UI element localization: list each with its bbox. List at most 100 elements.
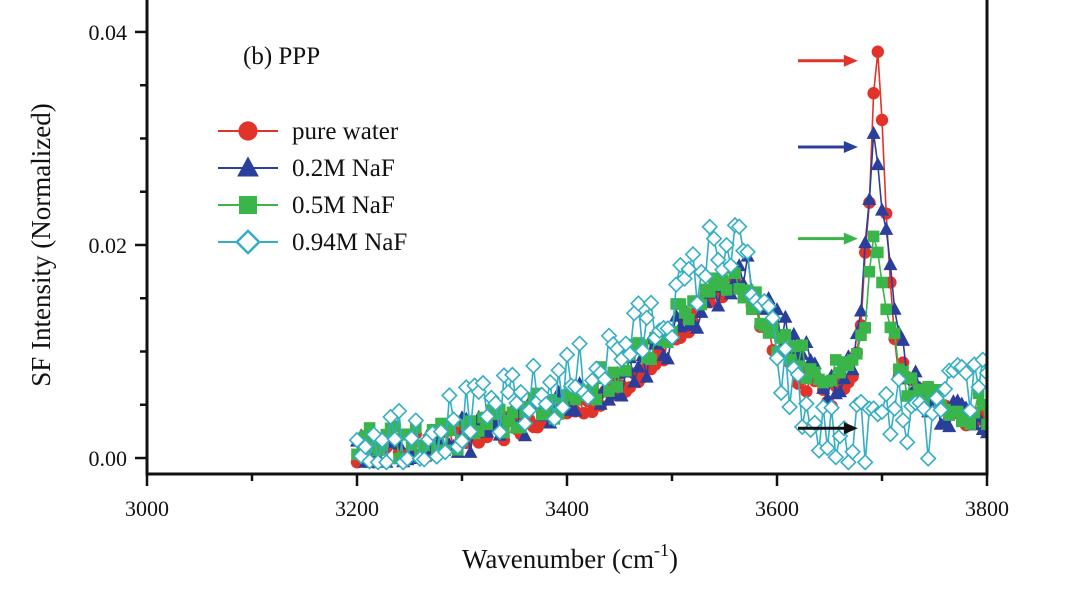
data-point-0-94m-naf: [932, 401, 950, 419]
series-0-94m-naf: [348, 216, 987, 471]
data-point-0-94m-naf: [407, 412, 425, 429]
data-point-0-94m-naf: [718, 236, 735, 254]
data-point-0-94m-naf: [541, 373, 559, 391]
data-point-0-5m-naf: [678, 307, 691, 319]
data-point-0-94m-naf: [478, 408, 496, 425]
data-point-pure-water: [867, 87, 880, 100]
y-tick-label: 0.04: [89, 20, 128, 45]
data-point-0-2m-naf: [631, 359, 646, 373]
data-point-0-94m-naf: [596, 371, 614, 388]
data-point-0-5m-naf: [800, 372, 813, 385]
data-point-0-94m-naf: [701, 218, 719, 236]
data-point-0-94m-naf: [768, 349, 786, 367]
data-point-0-94m-naf: [764, 309, 782, 327]
x-axis-label-sup: -1: [654, 540, 669, 560]
data-point-0-94m-naf: [630, 295, 647, 312]
data-point-0-94m-naf: [697, 267, 714, 285]
legend-label: pure water: [292, 118, 399, 145]
legend-entry: 0.2M NaF: [218, 155, 395, 182]
data-point-0-94m-naf: [504, 366, 521, 384]
data-point-0-5m-naf: [977, 398, 987, 411]
data-point-0-2m-naf: [858, 235, 873, 249]
legend-label: 0.94M NaF: [292, 229, 407, 256]
data-point-0-5m-naf: [662, 336, 674, 349]
data-point-0-5m-naf: [834, 366, 846, 379]
data-point-0-94m-naf: [638, 309, 656, 327]
data-point-0-94m-naf: [399, 450, 416, 468]
data-point-0-5m-naf: [502, 414, 514, 427]
data-point-pure-water: [871, 45, 884, 58]
data-point-0-5m-naf: [783, 353, 796, 366]
arrow-head: [843, 232, 858, 245]
data-point-0-2m-naf: [942, 419, 957, 433]
data-point-0-94m-naf: [554, 399, 572, 416]
data-point-0-2m-naf: [862, 191, 877, 205]
data-point-0-94m-naf: [571, 335, 588, 352]
data-point-0-5m-naf: [905, 372, 918, 384]
legend-marker: [237, 156, 259, 177]
data-point-0-94m-naf: [453, 432, 471, 450]
data-point-0-94m-naf: [432, 423, 450, 440]
data-point-0-2m-naf: [614, 388, 629, 402]
data-point-0-5m-naf: [830, 354, 842, 366]
data-point-0-5m-naf: [741, 284, 754, 297]
data-point-0-94m-naf: [898, 433, 916, 451]
data-point-0-5m-naf: [859, 322, 871, 334]
legend-label: 0.2M NaF: [292, 155, 395, 182]
data-point-0-94m-naf: [827, 448, 845, 466]
legend-marker: [235, 229, 261, 255]
x-tick-label: 3200: [335, 496, 379, 521]
data-point-0-94m-naf: [823, 399, 840, 417]
data-point-0-94m-naf: [739, 243, 756, 261]
data-point-0-2m-naf: [833, 384, 847, 398]
data-point-0-2m-naf: [690, 320, 705, 334]
data-point-pure-water: [800, 385, 813, 398]
data-point-0-2m-naf: [660, 351, 675, 365]
data-point-0-2m-naf: [518, 428, 532, 442]
data-point-0-5m-naf: [880, 303, 892, 316]
data-point-0-5m-naf: [473, 425, 485, 437]
data-point-0-94m-naf: [491, 423, 509, 441]
data-point-0-94m-naf: [474, 374, 492, 392]
data-point-0-2m-naf: [711, 298, 726, 312]
data-point-0-5m-naf: [552, 408, 565, 420]
data-point-0-5m-naf: [914, 383, 926, 396]
data-point-0-5m-naf: [960, 409, 972, 422]
panel-label: (b) PPP: [243, 43, 320, 70]
data-point-0-94m-naf: [436, 443, 454, 461]
data-point-0-94m-naf: [525, 357, 542, 375]
data-point-0-94m-naf: [642, 294, 660, 312]
data-point-0-5m-naf: [863, 265, 876, 278]
x-tick-label: 3800: [965, 496, 1009, 521]
data-point-0-94m-naf: [882, 425, 899, 443]
data-point-0-94m-naf: [634, 342, 651, 360]
x-axis-label: Wavenumber (cm-1): [462, 540, 678, 574]
data-point-0-5m-naf: [464, 415, 477, 427]
x-tick-label: 3000: [125, 496, 169, 521]
data-point-0-5m-naf: [825, 374, 838, 387]
legend-marker-wrap: [237, 156, 259, 177]
data-point-0-94m-naf: [583, 372, 601, 389]
data-point-0-5m-naf: [788, 340, 800, 353]
data-point-0-5m-naf: [851, 348, 863, 360]
data-point-0-2m-naf: [883, 257, 898, 271]
data-point-0-94m-naf: [936, 380, 954, 398]
data-point-0-5m-naf: [590, 393, 603, 406]
data-point-0-94m-naf: [877, 385, 895, 403]
arrow-head: [843, 422, 858, 435]
data-point-0-5m-naf: [620, 364, 632, 377]
data-point-0-5m-naf: [494, 403, 506, 416]
data-point-0-5m-naf: [506, 406, 519, 419]
data-point-0-2m-naf: [854, 303, 868, 317]
data-point-0-94m-naf: [890, 370, 908, 388]
data-point-0-5m-naf: [737, 291, 750, 304]
data-point-0-5m-naf: [796, 339, 808, 351]
data-point-0-94m-naf: [873, 403, 891, 421]
data-point-0-5m-naf: [569, 393, 582, 406]
data-point-0-5m-naf: [872, 246, 884, 259]
data-point-0-5m-naf: [956, 415, 968, 428]
legend: pure water 0.2M NaF 0.5M NaF 0.94M NaF: [218, 118, 407, 256]
data-point-0-5m-naf: [359, 430, 372, 442]
data-point-0-94m-naf: [462, 423, 479, 440]
data-point-0-94m-naf: [894, 411, 912, 429]
